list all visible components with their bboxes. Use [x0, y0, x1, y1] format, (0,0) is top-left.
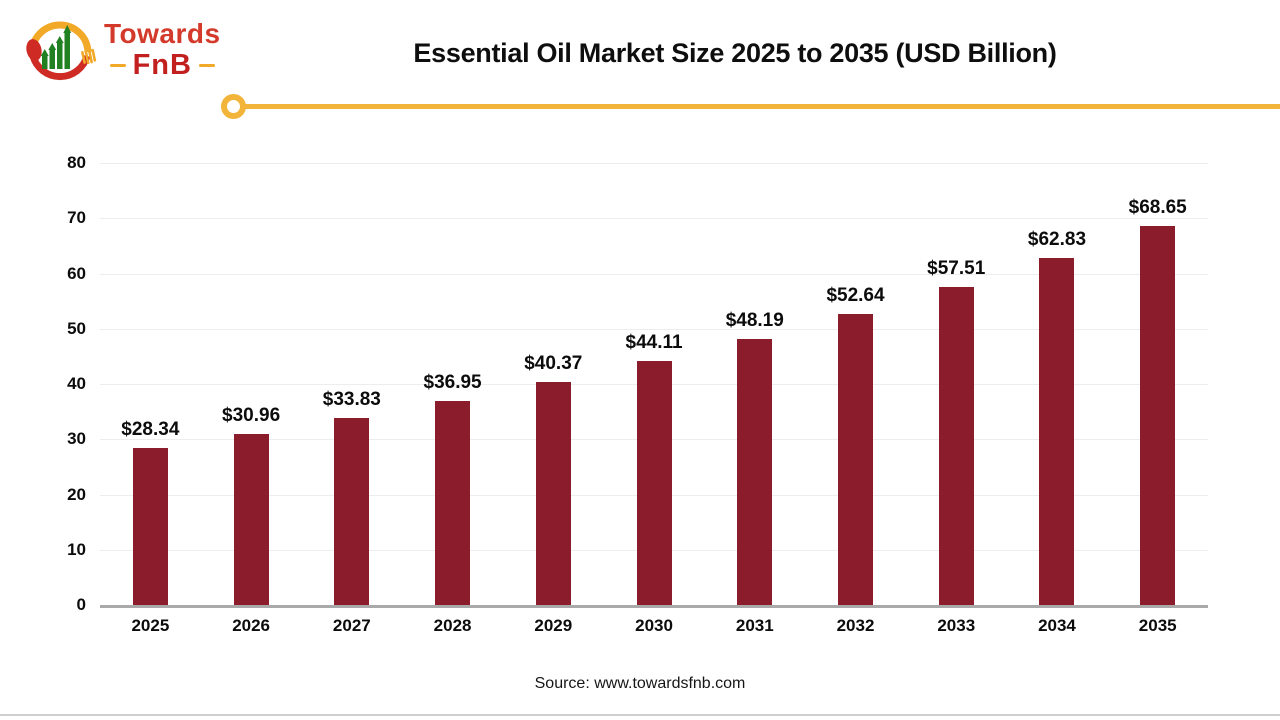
x-axis-label: 2034 [1038, 616, 1076, 635]
brand-dash-right [198, 64, 215, 67]
y-axis-label: 60 [67, 263, 86, 283]
x-axis-label: 2028 [433, 616, 472, 635]
bar [233, 433, 269, 605]
bar-column: $28.34 [100, 163, 201, 605]
y-axis-label: 0 [76, 595, 86, 614]
brand-dash-left [109, 64, 126, 67]
bar-column: $40.37 [503, 163, 604, 605]
bar-value-label: $48.19 [725, 309, 784, 331]
gridline [100, 273, 1208, 275]
bar-value-label: $44.11 [625, 332, 683, 354]
x-axis-label: 2032 [836, 616, 875, 635]
bar-column: $57.51 [906, 163, 1007, 605]
x-axis-label: 2031 [735, 616, 774, 635]
bar-column: $33.83 [301, 163, 402, 605]
bar-column: $36.95 [402, 163, 503, 605]
bar-column: $68.65 [1107, 163, 1208, 605]
towardsfnb-logo-icon [24, 12, 100, 88]
bar-column: $52.64 [805, 163, 906, 605]
bar [636, 361, 672, 605]
bar-value-label: $57.51 [927, 258, 986, 280]
y-axis-label: 30 [67, 429, 86, 449]
bar-value-label: $68.65 [1128, 196, 1187, 218]
y-axis-label: 80 [67, 153, 86, 172]
bar [535, 381, 571, 605]
gridline [100, 328, 1208, 330]
y-axis-label: 50 [67, 318, 86, 338]
bar [1039, 257, 1075, 605]
bar-value-label: $28.34 [121, 419, 180, 441]
bar-value-label: $62.83 [1027, 228, 1087, 250]
bar-column: $48.19 [704, 163, 805, 605]
brand-line1: Towards [104, 18, 221, 49]
y-axis-label: 20 [67, 484, 86, 504]
bar-value-label: $33.83 [322, 389, 381, 411]
x-axis-labels: 2025 2026 2027 2028 2029 2030 2031 2032 2033 2034… [100, 616, 1208, 636]
bar-value-label: $40.37 [524, 352, 583, 374]
x-axis-label: 2035 [1138, 616, 1177, 635]
y-axis-label: 70 [67, 208, 86, 228]
bar-column: $30.96 [201, 163, 302, 605]
brand-line2: FnB [132, 49, 192, 81]
page-title: Essential Oil Market Size 2025 to 2035 (… [413, 38, 1057, 68]
bar-column: $44.11 [604, 163, 705, 605]
plot-area: $28.34 $30.96 $33.83 $36.95 $40.37 $44.11 $48.… [100, 163, 1208, 608]
brand-logo: Towards FnB [24, 12, 221, 88]
bar [1140, 225, 1176, 605]
gridline [100, 218, 1208, 220]
bar [132, 448, 168, 605]
bar [938, 287, 974, 605]
accent-divider-ring-icon [221, 94, 246, 119]
x-axis-label: 2033 [937, 616, 976, 635]
x-axis-label: 2025 [131, 616, 170, 635]
brand-wordmark: Towards FnB [104, 20, 221, 80]
x-axis-label: 2027 [332, 616, 371, 635]
bottom-border-line [0, 714, 1280, 716]
x-axis-label: 2026 [232, 616, 271, 635]
bar-value-label: $52.64 [826, 285, 885, 307]
bar-column: $62.83 [1007, 163, 1108, 605]
gridline [100, 163, 1208, 164]
bar [737, 338, 773, 605]
bar [838, 314, 873, 605]
bar [435, 400, 471, 605]
bar-value-label: $36.95 [423, 371, 482, 393]
source-attribution: Source: www.towardsfnb.com [534, 675, 746, 692]
accent-divider-line [244, 104, 1280, 109]
bars-row: $28.34 $30.96 $33.83 $36.95 $40.37 $44.11 $48.… [100, 163, 1208, 605]
bar-value-label: $30.96 [222, 404, 281, 426]
y-axis-label: 10 [67, 539, 86, 559]
bar [334, 418, 370, 605]
y-axis-labels: 0 10 20 30 40 50 60 70 80 [0, 153, 86, 614]
x-axis-label: 2030 [635, 616, 673, 635]
y-axis-label: 40 [67, 374, 86, 393]
x-axis-label: 2029 [534, 616, 573, 635]
